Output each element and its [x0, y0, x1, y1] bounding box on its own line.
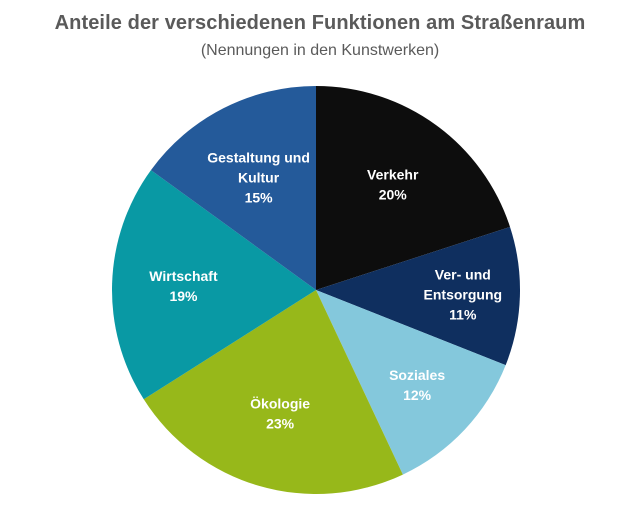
- pie-slice-gestaltung-und-kultur: [150, 86, 316, 290]
- pie-slice-oekologie: [143, 290, 403, 494]
- slice-value-label: 11%: [449, 307, 477, 323]
- slice-label-ver-und-entsorgung: Ver- und Entsorgung 11%: [424, 267, 503, 323]
- slice-name-label: Kultur: [238, 169, 280, 185]
- chart-title: Anteile der verschiedenen Funktionen am …: [54, 12, 586, 34]
- slice-value-label: 23%: [266, 415, 295, 431]
- pie-slice-ver-und-entsorgung: [316, 226, 521, 366]
- slice-name-label: Gestaltung und: [207, 149, 310, 165]
- slice-name-label: Verkehr: [367, 166, 419, 182]
- slice-name-label: Ver- und: [435, 267, 491, 283]
- slice-label-verkehr: Verkehr 20%: [367, 166, 419, 202]
- slice-name-label: Entsorgung: [424, 287, 503, 303]
- pie-slices: [112, 86, 521, 494]
- slice-label-wirtschaft: Wirtschaft 19%: [149, 268, 218, 304]
- pie-slice-verkehr: [316, 86, 511, 290]
- slice-name-label: Wirtschaft: [149, 268, 218, 284]
- slice-value-label: 12%: [403, 387, 432, 403]
- slice-value-label: 19%: [169, 288, 198, 304]
- pie-slice-soziales: [316, 290, 506, 475]
- pie-slice-wirtschaft: [112, 170, 316, 400]
- slice-value-label: 20%: [379, 186, 408, 202]
- slice-name-label: Soziales: [389, 367, 445, 383]
- slice-label-oekologie: Ökologie 23%: [250, 395, 310, 431]
- slice-label-soziales: Soziales 12%: [389, 367, 445, 403]
- slice-label-gestaltung-und-kultur: Gestaltung und Kultur 15%: [207, 149, 310, 205]
- chart-subtitle: (Nennungen in den Kunstwerken): [200, 42, 440, 59]
- slice-name-label: Ökologie: [250, 395, 310, 411]
- pie-labels: Verkehr 20% Ver- und Entsorgung 11% Soziales 1…: [149, 149, 502, 431]
- slice-value-label: 15%: [245, 189, 274, 205]
